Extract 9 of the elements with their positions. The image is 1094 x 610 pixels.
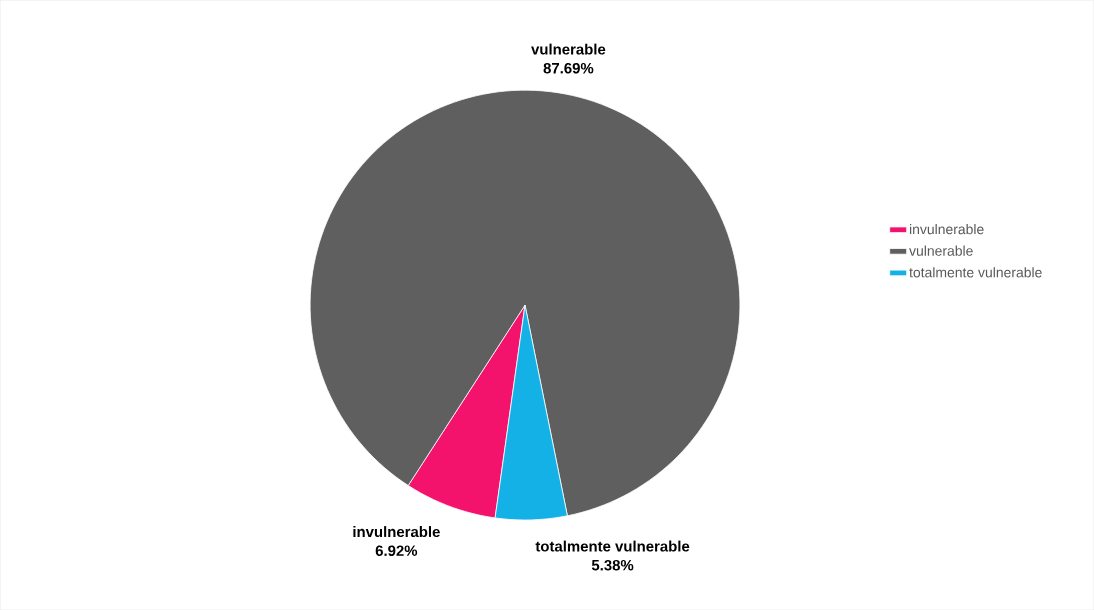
data-label: 87.69% [543, 62, 594, 74]
data-label: 6.92% [375, 545, 418, 556]
slice-label: vulnerable [531, 43, 606, 55]
data-label: 5.38% [591, 559, 634, 571]
legend-label: invulnerable [910, 223, 984, 235]
legend-label: totalmente vulnerable [909, 267, 1042, 278]
legend-label: vulnerable [909, 245, 973, 256]
slice-label: invulnerable [353, 526, 440, 537]
slice-label: totalmente vulnerable [535, 540, 690, 552]
